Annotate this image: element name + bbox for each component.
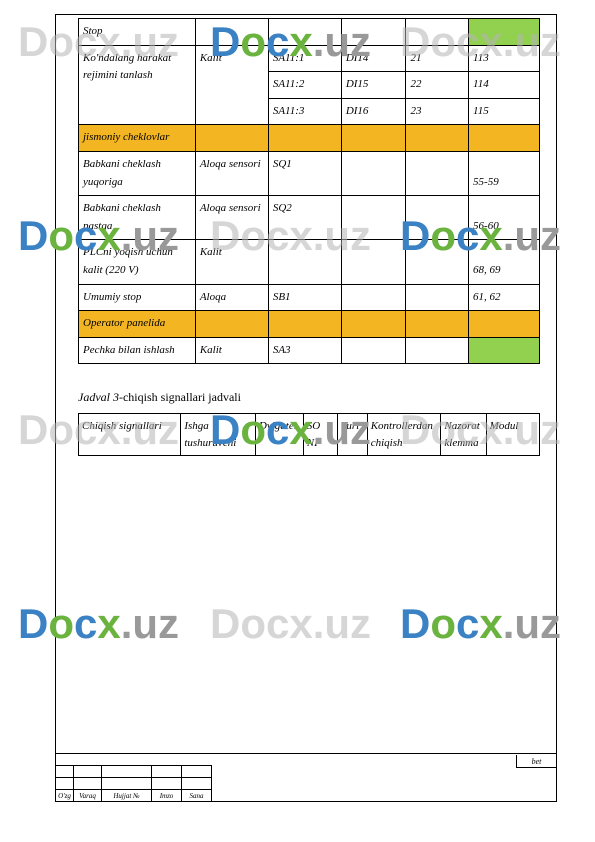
- header-cell: Kontrollerdan chiqish: [367, 414, 441, 456]
- cell: Aloqa sensori: [195, 196, 268, 240]
- header-cell: SO NI: [303, 414, 337, 456]
- section-cell: Operator panelida: [79, 311, 196, 338]
- cell: SA11:1: [268, 45, 341, 72]
- cell: [341, 240, 406, 284]
- cell: SA11:2: [268, 72, 341, 99]
- cell: [469, 125, 540, 152]
- tb-col: Hujjat №: [102, 790, 152, 802]
- cell: [341, 337, 406, 364]
- cell: [406, 240, 469, 284]
- cell: [195, 125, 268, 152]
- table-2: Chiqish signallari Ishga tushuruvchi Dvi…: [78, 413, 540, 456]
- tb-col: O'zg: [56, 790, 74, 802]
- cell: [341, 151, 406, 195]
- header-cell: Chiqish signallari: [79, 414, 181, 456]
- section-cell: jismoniy cheklovlar: [79, 125, 196, 152]
- caption-prefix: Jadval 3-: [78, 390, 123, 404]
- cell: 21: [406, 45, 469, 72]
- tb-col: Varaq: [74, 790, 102, 802]
- cell: [268, 240, 341, 284]
- cell: [406, 125, 469, 152]
- header-cell: Nazorat klemma: [441, 414, 486, 456]
- cell: Babkani cheklash yuqoriga: [79, 151, 196, 195]
- cell: SQ2: [268, 196, 341, 240]
- cell: [469, 19, 540, 46]
- cell: 113: [469, 45, 540, 72]
- cell: DI14: [341, 45, 406, 72]
- cell: Aloqa sensori: [195, 151, 268, 195]
- cell: Pechka bilan ishlash: [79, 337, 196, 364]
- cell: [268, 19, 341, 46]
- header-cell: Dvigatel: [255, 414, 303, 456]
- bet-label: bet: [516, 755, 556, 768]
- cell: Babkani cheklash pastga: [79, 196, 196, 240]
- cell: Kalit: [195, 45, 268, 125]
- cell: SB1: [268, 284, 341, 311]
- cell: [195, 19, 268, 46]
- cell: 56-60: [469, 196, 540, 240]
- cell: 23: [406, 98, 469, 125]
- cell: [341, 284, 406, 311]
- cell: 115: [469, 98, 540, 125]
- title-block: bet O'zg Varaq Hujjat № Imzo Sana: [55, 753, 557, 802]
- titleblock-table: O'zg Varaq Hujjat № Imzo Sana: [55, 765, 212, 802]
- cell: [406, 19, 469, 46]
- cell: SQ1: [268, 151, 341, 195]
- cell: [341, 19, 406, 46]
- cell: 61, 62: [469, 284, 540, 311]
- tb-col: Sana: [182, 790, 212, 802]
- caption-text: chiqish signallari jadvali: [123, 390, 241, 404]
- cell: [469, 337, 540, 364]
- tb-col: Imzo: [152, 790, 182, 802]
- cell: [341, 125, 406, 152]
- cell: Ko'ndalang harakat rejimini tanlash: [79, 45, 196, 125]
- cell: SA11:3: [268, 98, 341, 125]
- cell: [268, 125, 341, 152]
- header-cell: Modul: [486, 414, 539, 456]
- cell: SA3: [268, 337, 341, 364]
- cell: DI15: [341, 72, 406, 99]
- cell: [341, 196, 406, 240]
- cell: [341, 311, 406, 338]
- cell: 114: [469, 72, 540, 99]
- cell: [406, 337, 469, 364]
- cell: 55-59: [469, 151, 540, 195]
- cell: PLCni yoqish uchun kalit (220 V): [79, 240, 196, 284]
- cell: Umumiy stop: [79, 284, 196, 311]
- content-area: Stop Ko'ndalang harakat rejimini tanlash…: [78, 18, 540, 456]
- cell: Kalit: [195, 240, 268, 284]
- cell: [406, 151, 469, 195]
- header-cell: Ishga tushuruvchi: [181, 414, 256, 456]
- cell: Aloqa: [195, 284, 268, 311]
- cell: DI16: [341, 98, 406, 125]
- cell: 22: [406, 72, 469, 99]
- table-1: Stop Ko'ndalang harakat rejimini tanlash…: [78, 18, 540, 364]
- cell: [406, 196, 469, 240]
- cell: [406, 311, 469, 338]
- cell: Kalit: [195, 337, 268, 364]
- table2-caption: Jadval 3-chiqish signallari jadvali: [78, 390, 540, 405]
- cell: 68, 69: [469, 240, 540, 284]
- cell: Stop: [79, 19, 196, 46]
- cell: [268, 311, 341, 338]
- header-cell: Turi: [337, 414, 367, 456]
- cell: [406, 284, 469, 311]
- cell: [195, 311, 268, 338]
- cell: [469, 311, 540, 338]
